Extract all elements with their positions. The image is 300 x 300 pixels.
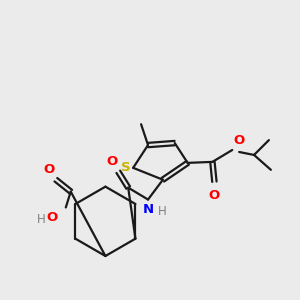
Text: S: S (122, 161, 131, 174)
Text: H: H (158, 206, 167, 218)
Text: O: O (46, 212, 58, 224)
Text: O: O (233, 134, 244, 147)
Text: N: N (142, 202, 154, 215)
Text: O: O (43, 163, 55, 176)
Text: O: O (107, 155, 118, 168)
Text: H: H (37, 213, 46, 226)
Text: O: O (209, 189, 220, 202)
